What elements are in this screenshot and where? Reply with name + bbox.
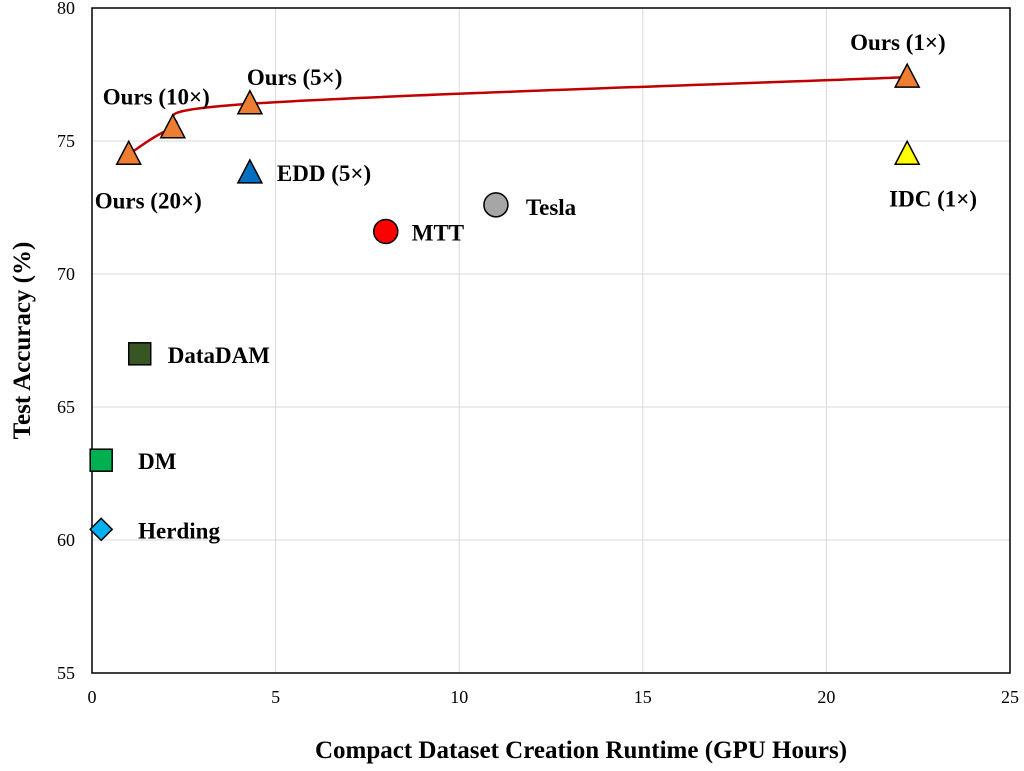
- y-tick-label: 75: [57, 131, 75, 151]
- y-tick-label: 70: [57, 264, 75, 284]
- herding-marker: [89, 517, 114, 542]
- plot-area-frame: [91, 7, 1011, 674]
- x-tick-label: 10: [450, 687, 468, 707]
- series-line-layer: [128, 75, 908, 156]
- datadam-label: DataDAM: [168, 343, 270, 368]
- tick-labels: 0 5 10 15 20 25 55 60 65 70 75 80: [57, 0, 1019, 707]
- edd-5-marker: [236, 158, 264, 184]
- grid-layer: [92, 8, 1010, 673]
- x-axis-title: Compact Dataset Creation Runtime (GPU Ho…: [315, 737, 847, 764]
- ours-1-label: Ours (1×): [850, 30, 946, 55]
- herding-label: Herding: [138, 518, 220, 543]
- idc-1-marker: [893, 139, 921, 166]
- y-tick-label: 60: [57, 530, 75, 550]
- x-tick-label: 15: [634, 687, 652, 707]
- ours-20-label: Ours (20×): [95, 188, 202, 213]
- x-tick-label: 25: [1001, 687, 1019, 707]
- dm-label: DM: [138, 449, 177, 474]
- mtt-label: MTT: [412, 220, 464, 245]
- ours-series-line: [128, 75, 908, 156]
- ours-1-marker: [893, 62, 921, 88]
- y-tick-label: 55: [57, 663, 75, 683]
- marker-layer: [89, 62, 921, 542]
- mtt-marker: [373, 218, 399, 245]
- ours-10-label: Ours (10×): [103, 85, 210, 110]
- ours-10-marker: [159, 113, 187, 139]
- x-tick-label: 5: [271, 687, 280, 707]
- ours-5-label: Ours (5×): [247, 65, 343, 90]
- edd-5-label: EDD (5×): [277, 161, 371, 186]
- y-tick-label: 80: [57, 0, 75, 18]
- datadam-marker: [127, 342, 152, 366]
- x-tick-label: 20: [817, 687, 835, 707]
- tesla-marker: [483, 192, 509, 218]
- idc-1-label: IDC (1×): [889, 186, 977, 211]
- y-axis-title: Test Accuracy (%): [9, 242, 36, 440]
- x-tick-label: 0: [88, 687, 97, 707]
- point-label-layer: Ours (20×) Ours (10×) Ours (5×) Ours (1×) ED…: [95, 30, 977, 543]
- y-tick-label: 65: [57, 397, 75, 417]
- ours-5-marker: [236, 89, 264, 115]
- dm-marker: [89, 448, 113, 472]
- ours-20-marker: [115, 139, 142, 166]
- tesla-label: Tesla: [526, 195, 577, 220]
